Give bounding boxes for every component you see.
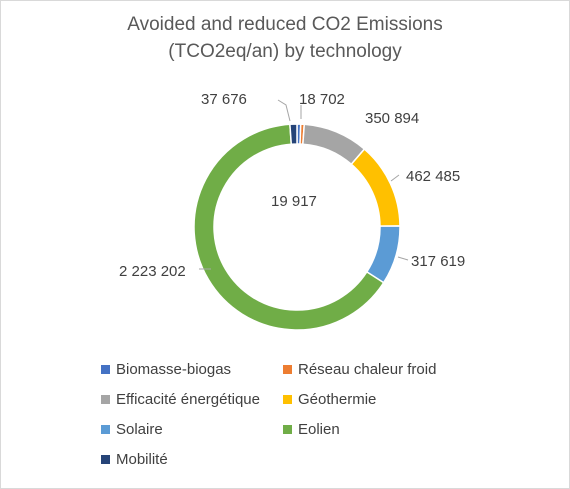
leader-line-5 — [397, 256, 409, 261]
donut-slice-7 — [289, 123, 298, 145]
legend-item: Efficacité énergétique — [101, 391, 260, 408]
chart-title-line-2: (TCO2eq/an) by technology — [168, 41, 402, 62]
legend-label: Eolien — [298, 421, 340, 438]
data-label-2: 18 702 — [299, 91, 345, 108]
legend-label: Efficacité énergétique — [116, 391, 260, 408]
legend-item: Eolien — [283, 421, 340, 438]
data-label-4: 462 485 — [406, 168, 460, 185]
legend-swatch — [101, 455, 110, 464]
donut-slice-5 — [365, 225, 401, 284]
donut-slice-6 — [193, 123, 385, 331]
legend-label: Biomasse-biogas — [116, 361, 232, 378]
leader-line-7 — [277, 99, 291, 122]
legend-label: Géothermie — [298, 391, 377, 408]
legend-swatch — [283, 395, 292, 404]
legend-item: Solaire — [101, 421, 163, 438]
legend-swatch — [283, 425, 292, 434]
donut-slice-4 — [350, 148, 401, 227]
legend-label: Réseau chaleur froid — [298, 361, 437, 378]
data-label-1: 19 917 — [271, 193, 317, 210]
legend-swatch — [101, 365, 110, 374]
data-label-6: 2 223 202 — [119, 263, 186, 280]
legend-label: Solaire — [116, 421, 163, 438]
legend-item: Réseau chaleur froid — [283, 361, 436, 378]
leader-line-4 — [390, 174, 400, 182]
legend-swatch — [101, 425, 110, 434]
data-label-7: 37 676 — [201, 91, 247, 108]
legend-label: Mobilité — [116, 451, 168, 468]
legend-swatch — [283, 365, 292, 374]
legend-swatch — [101, 395, 110, 404]
chart-title: Avoided and reduced CO2 Emissions (TCO2e… — [1, 11, 569, 65]
legend-item: Biomasse-biogas — [101, 361, 231, 378]
data-label-3: 350 894 — [365, 110, 419, 127]
data-label-5: 317 619 — [411, 253, 465, 270]
legend-item: Géothermie — [283, 391, 376, 408]
legend-item: Mobilité — [101, 451, 168, 468]
donut-slice-3 — [302, 123, 366, 166]
chart-title-line-1: Avoided and reduced CO2 Emissions — [127, 14, 443, 35]
